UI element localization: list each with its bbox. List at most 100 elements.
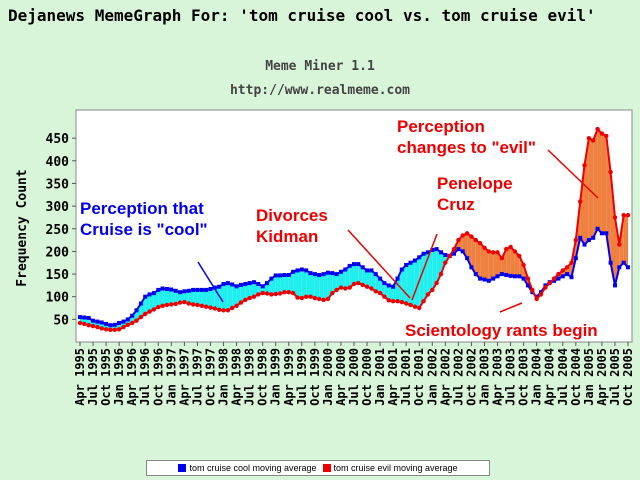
gap-fill — [414, 257, 420, 308]
gap-fill — [510, 246, 515, 277]
data-point-evil — [404, 301, 409, 306]
data-point-evil — [138, 314, 144, 320]
annotation-pointer — [347, 229, 411, 299]
data-point-cool — [425, 250, 430, 255]
data-point-evil — [121, 324, 126, 330]
data-point-evil — [273, 291, 278, 297]
series-lines — [77, 126, 631, 332]
data-point-evil — [469, 234, 474, 239]
data-point-cool — [260, 284, 265, 289]
data-point-evil — [221, 308, 226, 313]
data-point-cool — [530, 290, 535, 295]
gap-fill — [406, 262, 411, 305]
data-point-evil — [134, 318, 139, 323]
data-point-cool — [308, 271, 313, 276]
x-tick-label: Apr 1999 — [282, 348, 296, 406]
data-point-evil — [199, 303, 204, 308]
data-point-evil — [195, 302, 200, 308]
gap-fill — [240, 284, 246, 303]
data-point-cool — [195, 287, 200, 292]
y-tick-label: 100 — [46, 291, 70, 306]
y-axis: 50 100 150 200 250 300 350 400 450 — [46, 132, 76, 328]
data-point-cool — [151, 291, 156, 296]
x-tick-label: Apr 2005 — [595, 348, 609, 406]
data-point-cool — [378, 276, 383, 281]
data-point-evil — [395, 299, 400, 304]
gap-fill — [601, 133, 607, 234]
data-point-cool — [334, 272, 339, 277]
data-point-cool — [534, 294, 539, 299]
data-point-cool — [365, 268, 369, 273]
data-point-evil — [621, 213, 626, 218]
gap-fill — [427, 250, 433, 295]
data-point-evil — [112, 327, 118, 332]
gap-fill — [345, 265, 350, 289]
gap-fill — [227, 283, 233, 311]
data-point-evil — [312, 295, 318, 301]
data-point-evil — [225, 308, 231, 313]
data-point-evil — [290, 290, 296, 296]
gap-fill — [419, 253, 424, 308]
data-point-evil — [556, 271, 561, 277]
y-axis-label: Frequency Count — [15, 169, 30, 286]
data-point-evil — [364, 284, 370, 289]
gap-fill — [188, 289, 194, 305]
gap-fill — [197, 289, 202, 306]
data-point-cool — [291, 269, 296, 274]
data-point-evil — [217, 307, 222, 312]
data-point-cool — [191, 287, 196, 292]
data-point-evil — [230, 305, 235, 311]
data-point-cool — [573, 256, 578, 261]
data-point-cool — [78, 315, 82, 320]
x-tick-label: Jul 2001 — [399, 348, 413, 406]
x-tick-label: Oct 2000 — [360, 348, 374, 406]
gap-fill — [471, 236, 476, 275]
data-point-evil — [173, 301, 178, 307]
x-tick-label: Oct 1999 — [308, 348, 322, 406]
x-tick-label: Jan 1998 — [217, 348, 231, 406]
gap-fill — [588, 138, 594, 241]
annotation-text: Scientology rants begin — [405, 321, 598, 340]
data-point-evil — [317, 296, 322, 302]
data-point-cool — [560, 274, 565, 279]
data-point-evil — [212, 306, 217, 311]
x-tick-label: Oct 2001 — [412, 348, 426, 406]
annotations: Perception that Cruise is "cool" Divorces K… — [80, 117, 599, 340]
x-tick-label: Oct 2002 — [464, 348, 478, 406]
data-point-evil — [95, 324, 100, 330]
data-point-cool — [234, 284, 239, 289]
data-point-cool — [373, 272, 378, 277]
x-tick-label: Apr 2002 — [438, 348, 452, 406]
data-point-evil — [508, 244, 513, 250]
gap-fill — [284, 275, 289, 293]
data-point-evil — [530, 287, 535, 293]
data-point-evil — [182, 299, 187, 305]
x-tick-label: Apr 1998 — [230, 348, 244, 406]
gap-fill — [201, 289, 207, 307]
gap-fill — [401, 265, 407, 304]
legend-swatch-evil — [322, 464, 331, 472]
data-point-cool — [286, 273, 291, 277]
data-point-cool — [252, 280, 256, 285]
data-point-evil — [551, 276, 557, 281]
gap-fill — [293, 270, 298, 298]
x-tick-label: Oct 1997 — [204, 348, 218, 406]
data-point-cool — [230, 282, 235, 287]
data-point-cool — [395, 276, 400, 281]
data-point-cool — [343, 267, 348, 272]
x-tick-label: Jan 1997 — [164, 348, 178, 406]
gap-fill — [367, 270, 372, 289]
x-tick-label: Jan 2002 — [425, 348, 439, 406]
gap-fill — [593, 129, 598, 238]
y-tick-label: 150 — [46, 268, 70, 283]
gap-fill — [162, 288, 167, 306]
data-point-evil — [582, 163, 587, 168]
legend-item-evil: tom cruise evil moving average — [322, 463, 458, 473]
data-point-cool — [217, 284, 222, 289]
gap-fill — [245, 283, 250, 300]
data-point-evil — [125, 322, 130, 327]
data-point-cool — [543, 283, 548, 288]
data-point-cool — [478, 276, 483, 281]
data-point-cool — [304, 268, 309, 273]
source-url: http://www.realmeme.com — [229, 83, 410, 98]
